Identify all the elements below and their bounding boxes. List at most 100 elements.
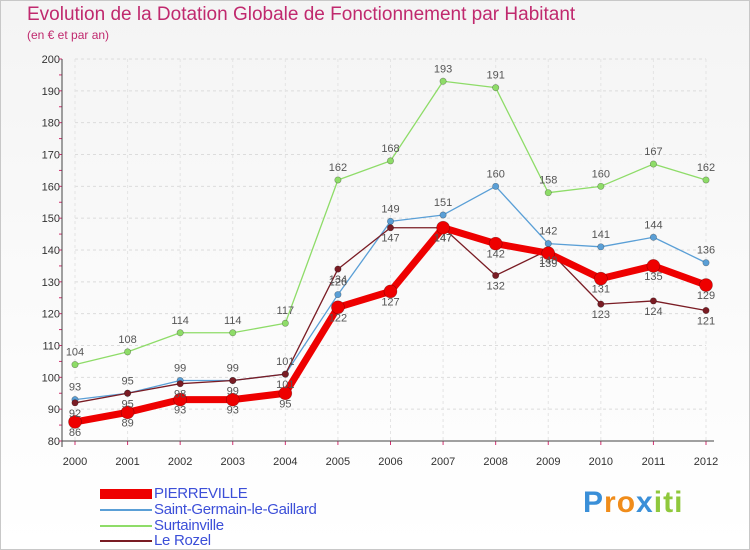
logo-letter: x <box>636 486 654 519</box>
data-label: 140 <box>539 255 557 267</box>
data-point <box>544 240 552 248</box>
logo-letter: P <box>583 486 605 519</box>
data-point <box>176 380 184 388</box>
data-point <box>492 271 500 279</box>
data-label: 93 <box>69 382 81 394</box>
legend-label: Saint-Germain-le-Gaillard <box>154 501 317 518</box>
data-label: 162 <box>329 162 347 174</box>
x-tick-label: 2007 <box>431 456 455 468</box>
legend-swatch-le-rozel <box>100 540 152 542</box>
data-label: 114 <box>171 315 189 327</box>
x-tick-label: 2004 <box>273 456 297 468</box>
data-point <box>594 271 608 286</box>
data-point <box>439 77 447 85</box>
data-label: 147 <box>434 233 452 245</box>
data-point <box>439 211 447 219</box>
y-tick-label: 160 <box>42 181 60 193</box>
legend-label: Le Rozel <box>154 532 211 549</box>
chart-title: Evolution de la Dotation Globale de Fonc… <box>27 4 576 25</box>
data-point <box>649 297 657 305</box>
logo-letter: r <box>604 486 617 519</box>
data-label: 101 <box>276 356 294 368</box>
data-point <box>702 176 710 184</box>
data-point <box>544 189 552 197</box>
data-point <box>120 405 135 420</box>
chart-subtitle: (en € et par an) <box>27 28 110 42</box>
data-label: 162 <box>697 162 715 174</box>
data-point <box>124 389 132 397</box>
data-label: 95 <box>121 398 133 410</box>
data-label: 135 <box>644 271 662 283</box>
data-label: 131 <box>592 284 610 296</box>
data-label: 99 <box>174 363 186 375</box>
data-label: 132 <box>486 280 504 292</box>
x-tick-label: 2010 <box>589 456 613 468</box>
data-label: 142 <box>486 249 504 261</box>
data-label: 142 <box>539 226 557 238</box>
legend-swatch-pierreville <box>100 489 152 499</box>
data-label: 139 <box>539 258 557 270</box>
data-point <box>281 319 289 327</box>
y-tick-label: 130 <box>42 277 60 289</box>
data-point <box>492 84 500 92</box>
data-label: 134 <box>329 274 347 286</box>
logo-letter: i <box>674 486 684 519</box>
data-point <box>334 291 342 299</box>
data-point <box>334 265 342 273</box>
data-point <box>278 386 293 401</box>
data-label: 127 <box>381 296 399 308</box>
data-point <box>229 329 237 337</box>
data-label: 123 <box>592 309 610 321</box>
data-point <box>383 284 398 299</box>
data-point <box>334 176 342 184</box>
data-label: 104 <box>66 347 84 359</box>
data-label: 114 <box>224 315 242 327</box>
data-point <box>436 220 450 235</box>
legend-label: PIERREVILLE <box>154 485 248 502</box>
data-point <box>225 392 240 407</box>
data-point <box>492 182 500 190</box>
data-label: 99 <box>227 363 239 375</box>
data-point <box>71 399 79 407</box>
x-tick-label: 2012 <box>694 456 718 468</box>
y-tick-label: 100 <box>42 372 60 384</box>
data-label: 147 <box>434 233 452 245</box>
proxiti-logo: Proxiti <box>583 486 683 520</box>
legend-swatch-saint-germain-le-gaillard <box>100 509 152 511</box>
x-tick-label: 2008 <box>483 456 507 468</box>
data-point <box>386 157 394 165</box>
data-label: 147 <box>381 233 399 245</box>
data-point <box>699 278 713 292</box>
data-label: 136 <box>697 245 715 257</box>
series-surtainville <box>71 77 710 369</box>
y-tick-label: 150 <box>42 213 60 225</box>
logo-letter: i <box>653 486 664 519</box>
y-tick-label: 80 <box>48 436 60 448</box>
y-tick-label: 190 <box>42 86 60 98</box>
data-point <box>386 224 394 232</box>
data-label: 95 <box>121 375 133 387</box>
y-tick-label: 200 <box>42 54 60 66</box>
data-point <box>124 348 132 356</box>
x-tick-label: 2006 <box>378 456 402 468</box>
data-label: 99 <box>227 386 239 398</box>
data-label: 93 <box>227 405 239 417</box>
x-tick-label: 2000 <box>63 456 87 468</box>
data-label: 191 <box>486 70 504 82</box>
x-tick-label: 2011 <box>642 456 666 468</box>
data-label: 98 <box>174 389 186 401</box>
data-label: 117 <box>277 305 295 317</box>
data-label: 160 <box>486 168 504 180</box>
y-tick-label: 120 <box>42 309 60 321</box>
data-point <box>68 415 82 429</box>
data-point <box>281 370 289 378</box>
data-point <box>488 236 503 251</box>
data-label: 101 <box>276 379 294 391</box>
legend-swatch-surtainville <box>100 525 152 527</box>
legend-label: Surtainville <box>154 517 224 534</box>
x-tick-label: 2001 <box>115 456 139 468</box>
data-label: 167 <box>644 146 662 158</box>
x-tick-label: 2009 <box>536 456 560 468</box>
data-label: 93 <box>174 405 186 417</box>
